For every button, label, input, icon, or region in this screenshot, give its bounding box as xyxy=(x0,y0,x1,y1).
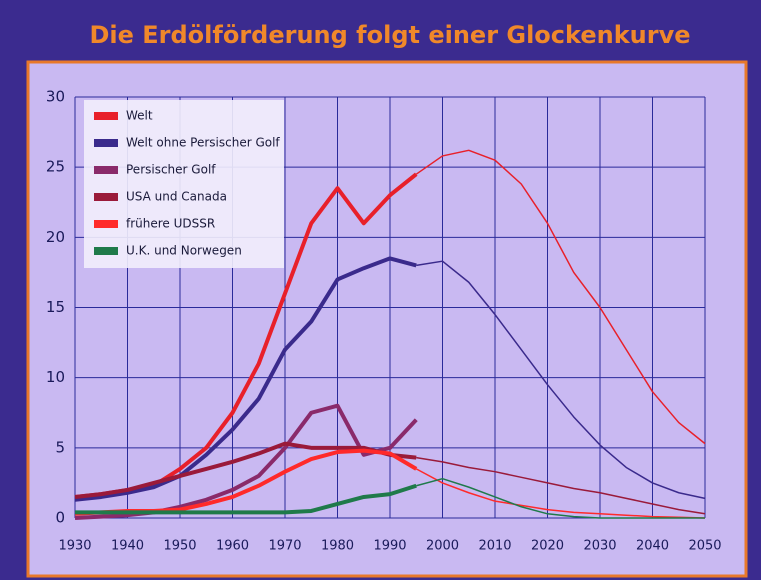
x-tick-label: 2010 xyxy=(478,539,511,554)
projection-line xyxy=(415,468,706,519)
x-tick-label: 1990 xyxy=(373,539,406,554)
x-tick-label: 2040 xyxy=(636,539,669,554)
y-tick-label: 20 xyxy=(46,228,65,246)
projection-line xyxy=(415,149,706,445)
y-tick-label: 15 xyxy=(46,298,65,316)
y-tick-label: 5 xyxy=(55,438,65,456)
legend-swatch xyxy=(94,166,118,174)
x-tick-label: 1960 xyxy=(216,539,249,554)
legend-swatch xyxy=(94,139,118,147)
projection-line xyxy=(416,477,705,519)
lines xyxy=(74,149,706,520)
x-tick-label: 2020 xyxy=(531,539,564,554)
legend-swatch xyxy=(94,220,118,228)
legend: Welt Welt ohne Persischer Golf Persischer … xyxy=(84,100,284,268)
x-tick-label: 2000 xyxy=(426,539,459,554)
x-tick-label: 1970 xyxy=(268,539,301,554)
projection-line xyxy=(416,456,706,515)
legend-label: USA und Canada xyxy=(126,190,227,204)
x-tick-label: 2050 xyxy=(688,539,721,554)
legend-label: U.K. und Norwegen xyxy=(126,244,242,258)
y-tick-label: 0 xyxy=(55,509,65,527)
legend-swatch xyxy=(94,112,118,120)
x-tick-label: 1940 xyxy=(111,539,144,554)
y-tick-label: 25 xyxy=(46,158,65,176)
series-line xyxy=(75,483,417,515)
x-tick-label: 1950 xyxy=(163,539,196,554)
chart-title: Die Erdölförderung folgt einer Glockenku… xyxy=(89,21,690,49)
legend-label: Welt ohne Persischer Golf xyxy=(126,136,280,150)
x-tick-label: 1980 xyxy=(321,539,354,554)
x-tick-label: 1930 xyxy=(58,539,91,554)
series-line xyxy=(74,441,417,499)
legend-label: Welt xyxy=(126,109,153,123)
projection-line xyxy=(416,260,706,500)
y-tick-label: 30 xyxy=(46,88,65,106)
series-line xyxy=(74,256,417,502)
legend-swatch xyxy=(94,193,118,201)
legend-swatch xyxy=(94,247,118,255)
legend-label: frühere UDSSR xyxy=(126,217,215,231)
x-tick-label: 2030 xyxy=(583,539,616,554)
y-tick-label: 10 xyxy=(46,368,65,386)
legend-label: Persischer Golf xyxy=(126,163,216,177)
legend-box xyxy=(84,100,284,268)
